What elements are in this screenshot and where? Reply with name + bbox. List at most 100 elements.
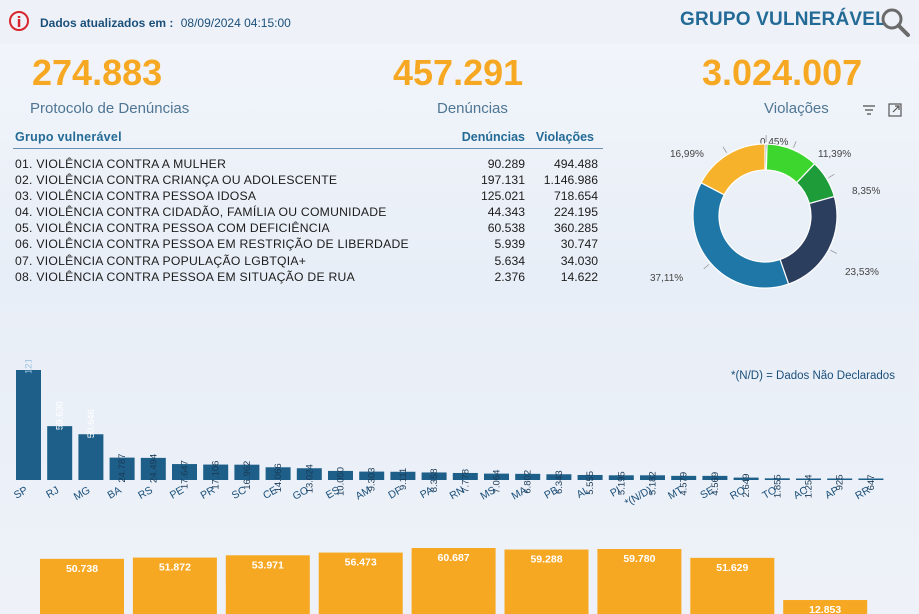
expand-icon[interactable] — [884, 99, 906, 121]
state-bar[interactable] — [390, 471, 416, 480]
state-bar[interactable] — [359, 471, 385, 480]
row-violacoes: 14.622 — [560, 269, 598, 284]
state-bar[interactable] — [577, 474, 603, 480]
period-bar[interactable] — [783, 600, 868, 614]
filter-icon[interactable] — [858, 99, 880, 121]
donut-leader — [828, 173, 835, 179]
period-bar[interactable] — [597, 548, 682, 614]
row-grupo: 07. VIOLÊNCIA CONTRA POPULAÇÃO LGBTQIA+ — [15, 253, 307, 268]
state-bar-label: 8.358 — [429, 468, 440, 492]
state-bar[interactable] — [140, 457, 166, 480]
table-row[interactable]: 08. VIOLÊNCIA CONTRA PESSOA EM SITUAÇÃO … — [13, 269, 603, 285]
state-axis-label: *(N/D) — [623, 484, 654, 509]
period-bar[interactable] — [225, 555, 310, 614]
state-bar[interactable] — [16, 370, 41, 480]
table-row[interactable]: 01. VIOLÊNCIA CONTRA A MULHER 90.289 494.4… — [13, 156, 603, 172]
donut-slice[interactable] — [692, 181, 790, 289]
state-bar-label: 24.494 — [148, 454, 159, 483]
state-bar-label: 2.649 — [741, 474, 752, 498]
kpi-denuncias-label: Denúncias — [437, 100, 508, 117]
state-bar[interactable] — [172, 464, 197, 480]
period-bar[interactable] — [318, 552, 403, 614]
state-bar-label: 14.066 — [273, 463, 284, 492]
state-bar[interactable] — [671, 475, 697, 480]
state-bar[interactable] — [452, 472, 478, 480]
table-row[interactable]: 03. VIOLÊNCIA CONTRA PESSOA IDOSA 125.021… — [13, 188, 603, 204]
donut-slice[interactable] — [779, 195, 838, 285]
table-row[interactable]: 02. VIOLÊNCIA CONTRA CRIANÇA OU ADOLESCE… — [13, 172, 603, 188]
period-bar-label: 12.853 — [809, 604, 841, 614]
state-bar[interactable] — [764, 478, 790, 480]
state-bar-label: 59.630 — [55, 401, 66, 430]
state-bar[interactable] — [203, 464, 229, 480]
row-grupo: 02. VIOLÊNCIA CONTRA CRIANÇA OU ADOLESCE… — [15, 173, 338, 188]
table-row[interactable]: 05. VIOLÊNCIA CONTRA PESSOA COM DEFICIÊN… — [13, 220, 603, 236]
period-bar[interactable] — [411, 548, 496, 614]
state-bar[interactable] — [296, 468, 322, 480]
state-bar-label: 9.303 — [367, 468, 378, 492]
info-icon[interactable]: i — [9, 11, 29, 31]
table-row[interactable]: 04. VIOLÊNCIA CONTRA CIDADÃO, FAMÍLIA OU… — [13, 204, 603, 220]
state-bar[interactable] — [546, 474, 572, 480]
state-bar-label: 1.254 — [804, 475, 815, 499]
kpi-violacoes-label: Violações — [764, 100, 829, 117]
donut-label: 16,99% — [670, 149, 704, 160]
col-denuncias[interactable]: Denúncias — [461, 130, 525, 144]
state-axis-label: RJ — [44, 484, 61, 501]
row-violacoes: 1.146.986 — [543, 173, 598, 188]
row-grupo: 06. VIOLÊNCIA CONTRA PESSOA EM RESTRIÇÃO… — [15, 237, 409, 252]
state-bar[interactable] — [796, 478, 821, 481]
state-bar[interactable] — [827, 478, 853, 481]
state-bar[interactable] — [608, 475, 634, 480]
col-violacoes[interactable]: Violações — [535, 130, 594, 144]
row-denuncias: 60.538 — [487, 221, 525, 236]
table-row[interactable]: 06. VIOLÊNCIA CONTRA PESSOA EM RESTRIÇÃO… — [13, 236, 603, 252]
state-bar[interactable] — [515, 473, 541, 480]
kpi-violacoes-value: 3.024.007 — [702, 52, 863, 93]
donut-leader — [793, 141, 797, 148]
state-bar-label: 7.064 — [492, 470, 503, 494]
grupo-table: Grupo vulnerável Denúncias Violações 01.… — [13, 130, 603, 285]
period-bar[interactable] — [690, 557, 775, 614]
state-bar-label: 5.195 — [616, 471, 627, 495]
row-grupo: 08. VIOLÊNCIA CONTRA PESSOA EM SITUAÇÃO … — [15, 269, 355, 284]
search-icon[interactable] — [879, 6, 911, 38]
state-bar[interactable] — [265, 467, 291, 480]
donut-slice[interactable] — [700, 143, 766, 196]
period-bar[interactable] — [132, 557, 217, 614]
state-bar[interactable] — [421, 472, 447, 480]
state-bar-label: 121.764 — [24, 360, 35, 374]
period-bar-label: 51.872 — [159, 562, 191, 574]
row-violacoes: 30.747 — [560, 237, 598, 252]
state-bar[interactable] — [328, 470, 353, 480]
row-violacoes: 34.030 — [560, 253, 598, 268]
state-bar[interactable] — [234, 464, 260, 480]
state-bar[interactable] — [858, 478, 884, 481]
donut-label: 23,53% — [845, 267, 879, 278]
period-bar-label: 53.971 — [252, 559, 284, 571]
period-bar[interactable] — [40, 558, 124, 614]
state-bar[interactable] — [109, 457, 135, 480]
row-denuncias: 125.021 — [480, 189, 525, 204]
state-bar[interactable] — [47, 426, 73, 480]
row-violacoes: 718.654 — [553, 189, 598, 204]
donut-label: 11,39% — [818, 149, 851, 160]
state-bar-label: 7.778 — [460, 469, 471, 493]
state-axis-label: MG — [72, 484, 93, 503]
period-bar-label: 59.780 — [623, 553, 655, 565]
state-bar[interactable] — [702, 475, 728, 480]
row-grupo: 04. VIOLÊNCIA CONTRA CIDADÃO, FAMÍLIA OU… — [15, 205, 387, 220]
period-bar-label: 59.288 — [530, 554, 562, 566]
table-row[interactable]: 07. VIOLÊNCIA CONTRA POPULAÇÃO LGBTQIA+ 5… — [13, 253, 603, 269]
state-bar[interactable] — [733, 477, 759, 480]
table-header: Grupo vulnerável Denúncias Violações — [13, 130, 603, 149]
donut-label: 8,35% — [852, 186, 880, 197]
period-bar[interactable] — [504, 549, 589, 614]
state-bar[interactable] — [640, 475, 665, 480]
state-axis-label: BA — [105, 484, 123, 501]
period-bar-label: 50.738 — [66, 563, 98, 575]
last-updated-label: Dados atualizados em : — [40, 16, 174, 30]
state-bar[interactable] — [484, 473, 509, 480]
col-grupo[interactable]: Grupo vulnerável — [15, 130, 122, 144]
state-bar[interactable] — [78, 434, 104, 480]
